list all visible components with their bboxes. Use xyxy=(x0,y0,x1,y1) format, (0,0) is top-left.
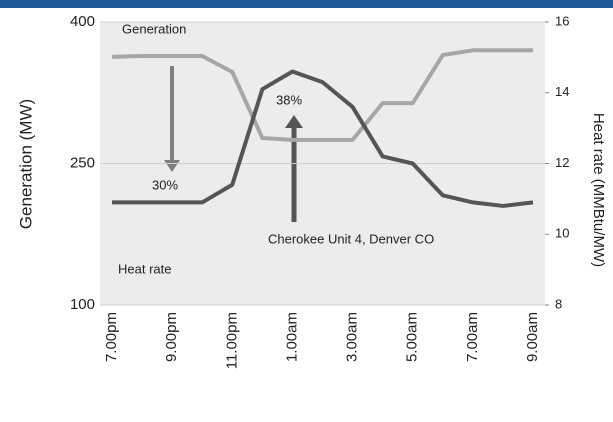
x-tick-label: 11.00pm xyxy=(223,312,240,369)
y2-tick-label: 8 xyxy=(555,296,562,311)
series-label: Generation xyxy=(122,21,186,36)
x-tick-label: 9.00am xyxy=(524,312,541,362)
x-tick-label: 9.00pm xyxy=(163,312,180,362)
series-line xyxy=(111,48,533,142)
y2-axis-label: Heat rate (MMBtu/MW) xyxy=(590,113,607,267)
y-tick-label: 400 xyxy=(70,13,95,30)
x-tick-label: 5.00am xyxy=(404,312,421,362)
y-axis-label: Generation (MW) xyxy=(16,99,35,229)
x-tick-label: 1.00am xyxy=(283,312,300,362)
x-tick-label: 7.00am xyxy=(464,312,481,362)
y2-tick-label: 16 xyxy=(555,13,569,28)
x-tick-label: 3.00am xyxy=(344,312,361,362)
annotation: 30% xyxy=(152,177,178,192)
top-bar xyxy=(0,0,613,8)
series-label: Heat rate xyxy=(118,261,171,276)
y2-tick-label: 12 xyxy=(555,155,569,170)
y-tick-label: 100 xyxy=(70,296,95,313)
y-tick-label: 250 xyxy=(70,154,95,171)
series-line xyxy=(112,69,534,208)
annotation: 38% xyxy=(276,92,302,107)
x-tick-label: 7.00pm xyxy=(103,312,120,362)
y2-tick-label: 14 xyxy=(555,84,569,99)
annotation: Cherokee Unit 4, Denver CO xyxy=(268,231,434,246)
y2-tick-label: 10 xyxy=(555,226,569,241)
